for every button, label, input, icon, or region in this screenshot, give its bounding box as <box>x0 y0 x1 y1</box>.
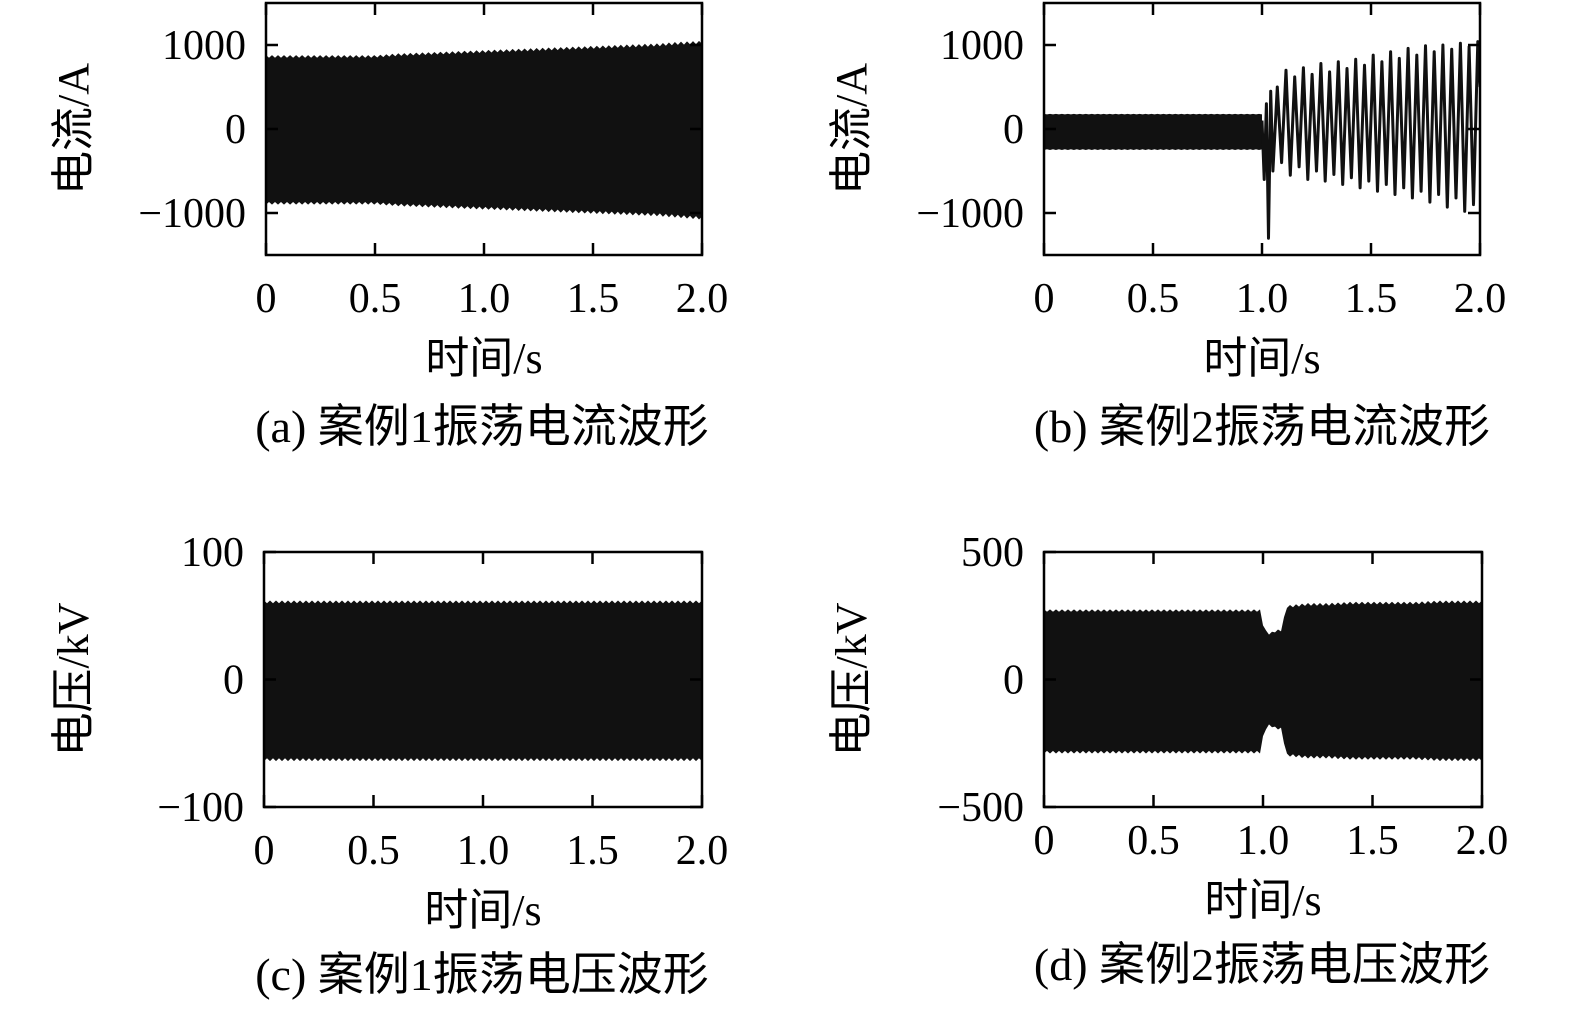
y-axis-label-d: 电压/kV <box>827 602 876 756</box>
y-tick-label-c-1: 0 <box>223 658 244 704</box>
wave-series-a-0 <box>266 40 702 220</box>
x-axis-label-b: 时间/s <box>1203 334 1320 383</box>
x-tick-label-a-4: 2.0 <box>676 276 729 322</box>
x-tick-label-a-2: 1.0 <box>458 276 511 322</box>
wave-series-b-0 <box>1260 40 1480 240</box>
wave-series-d-0 <box>1044 600 1482 762</box>
caption-d: (d) 案例2振荡电压波形 <box>1034 939 1490 990</box>
y-axis-label-a: 电流/A <box>49 63 98 195</box>
y-tick-label-b-2: −1000 <box>916 191 1024 237</box>
y-tick-label-b-0: 1000 <box>940 23 1024 69</box>
x-tick-label-d-2: 1.0 <box>1237 818 1290 864</box>
y-axis-label-c: 电压/kV <box>49 602 98 756</box>
plot-area-a <box>266 40 702 220</box>
x-tick-label-a-3: 1.5 <box>567 276 620 322</box>
y-tick-label-d-2: −500 <box>937 785 1024 831</box>
y-tick-label-c-0: 100 <box>181 530 244 576</box>
y-tick-label-a-1: 0 <box>225 107 246 153</box>
x-tick-label-c-1: 0.5 <box>347 828 400 874</box>
x-tick-label-a-0: 0 <box>256 276 277 322</box>
x-axis-label-c: 时间/s <box>424 886 541 935</box>
caption-a: (a) 案例1振荡电流波形 <box>255 401 709 452</box>
x-tick-label-b-2: 1.0 <box>1236 276 1289 322</box>
x-tick-label-d-3: 1.5 <box>1346 818 1399 864</box>
x-tick-label-c-4: 2.0 <box>676 828 729 874</box>
y-tick-label-b-1: 0 <box>1003 107 1024 153</box>
x-tick-label-d-1: 0.5 <box>1127 818 1180 864</box>
x-tick-label-d-4: 2.0 <box>1456 818 1509 864</box>
x-tick-label-c-2: 1.0 <box>457 828 510 874</box>
y-axis-label-b: 电流/A <box>827 63 876 195</box>
x-tick-label-b-3: 1.5 <box>1345 276 1398 322</box>
x-tick-label-d-0: 0 <box>1034 818 1055 864</box>
x-tick-label-b-1: 0.5 <box>1127 276 1180 322</box>
wave-series-c-0 <box>264 600 702 762</box>
x-tick-label-c-3: 1.5 <box>566 828 619 874</box>
plot-area-c <box>264 600 702 762</box>
x-tick-label-a-1: 0.5 <box>349 276 402 322</box>
y-tick-label-a-2: −1000 <box>138 191 246 237</box>
plot-area-d <box>1044 600 1482 762</box>
wave-band-b <box>1044 113 1262 150</box>
x-tick-label-b-4: 2.0 <box>1454 276 1507 322</box>
y-tick-label-a-0: 1000 <box>162 23 246 69</box>
y-tick-label-d-1: 0 <box>1003 658 1024 704</box>
x-tick-label-c-0: 0 <box>254 828 275 874</box>
y-tick-label-d-0: 500 <box>961 530 1024 576</box>
x-axis-label-d: 时间/s <box>1204 876 1321 925</box>
caption-c: (c) 案例1振荡电压波形 <box>255 949 709 1000</box>
x-axis-label-a: 时间/s <box>425 334 542 383</box>
y-tick-label-c-2: −100 <box>157 785 244 831</box>
caption-b: (b) 案例2振荡电流波形 <box>1034 401 1490 452</box>
x-tick-label-b-0: 0 <box>1034 276 1055 322</box>
plot-area-b <box>1044 40 1480 240</box>
